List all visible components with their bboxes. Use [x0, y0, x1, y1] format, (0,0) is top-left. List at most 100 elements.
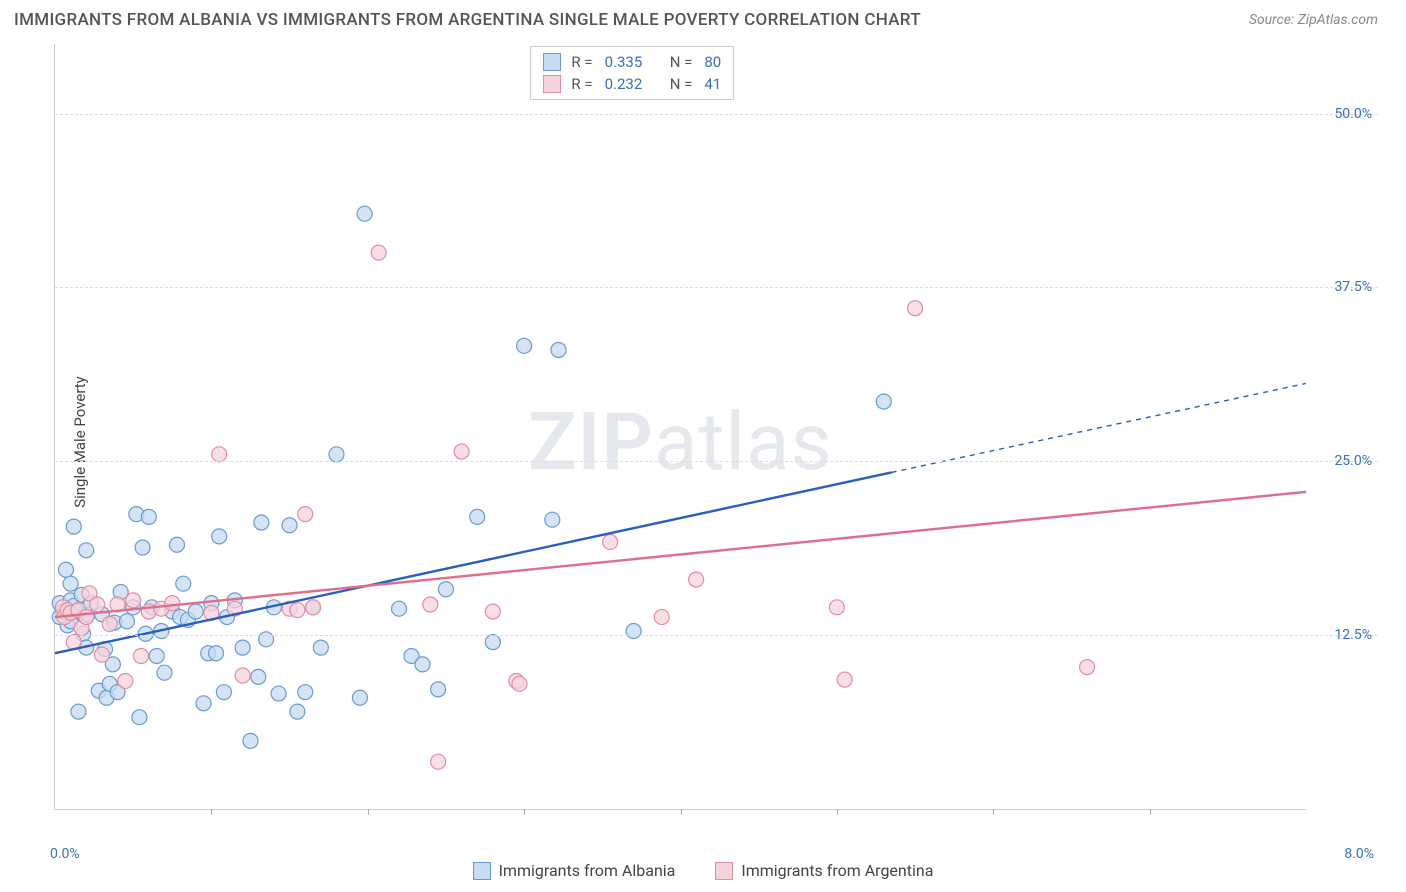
scatter-point — [251, 669, 266, 684]
scatter-point — [157, 665, 172, 680]
scatter-point — [176, 576, 191, 591]
scatter-point — [654, 610, 669, 625]
scatter-point — [135, 540, 150, 555]
regression-line — [55, 492, 1306, 617]
scatter-point — [259, 632, 274, 647]
scatter-point — [689, 572, 704, 587]
scatter-point — [216, 685, 231, 700]
scatter-point — [188, 604, 203, 619]
scatter-point — [431, 754, 446, 769]
plot-area: ZIPatlas R = 0.335 N = 80 R = 0.232 N = — [54, 44, 1306, 810]
scatter-point — [63, 576, 78, 591]
scatter-point — [352, 690, 367, 705]
scatter-point — [517, 338, 532, 353]
x-max-label: 8.0% — [1344, 846, 1374, 862]
scatter-point — [132, 710, 147, 725]
ytick-label: 50.0% — [1334, 106, 1372, 122]
scatter-point — [282, 518, 297, 533]
scatter-point — [209, 646, 224, 661]
scatter-point — [79, 610, 94, 625]
scatter-point — [371, 245, 386, 260]
scatter-point — [165, 596, 180, 611]
scatter-point — [908, 301, 923, 316]
gridline-h — [55, 287, 1378, 288]
scatter-point — [235, 668, 250, 683]
scatter-point — [134, 649, 149, 664]
scatter-point — [298, 685, 313, 700]
scatter-point — [512, 676, 527, 691]
scatter-point — [254, 515, 269, 530]
xtick-mark — [993, 809, 994, 815]
gridline-h — [55, 635, 1378, 636]
scatter-point — [94, 647, 109, 662]
ytick-label: 12.5% — [1334, 627, 1372, 643]
scatter-point — [423, 597, 438, 612]
scatter-point — [392, 601, 407, 616]
scatter-point — [126, 593, 141, 608]
gridline-h — [55, 114, 1378, 115]
scatter-point — [290, 704, 305, 719]
xtick-mark — [368, 809, 369, 815]
scatter-point — [58, 562, 73, 577]
ytick-label: 37.5% — [1334, 279, 1372, 295]
xtick-mark — [211, 809, 212, 815]
x-min-label: 0.0% — [50, 846, 80, 862]
scatter-point — [431, 682, 446, 697]
scatter-point — [313, 640, 328, 655]
scatter-point — [119, 614, 134, 629]
swatch-series-2-icon — [715, 862, 733, 880]
scatter-point — [196, 696, 211, 711]
scatter-point — [79, 543, 94, 558]
scatter-point — [149, 649, 164, 664]
chart-title: IMMIGRANTS FROM ALBANIA VS IMMIGRANTS FR… — [14, 10, 921, 30]
plot-svg — [55, 44, 1306, 809]
scatter-point — [626, 623, 641, 638]
scatter-point — [169, 537, 184, 552]
scatter-point — [415, 657, 430, 672]
legend-label-1: Immigrants from Albania — [499, 861, 676, 880]
scatter-point — [212, 529, 227, 544]
scatter-point — [454, 444, 469, 459]
scatter-point — [306, 600, 321, 615]
scatter-point — [551, 343, 566, 358]
scatter-point — [235, 640, 250, 655]
ytick-label: 25.0% — [1334, 453, 1372, 469]
regression-line — [55, 472, 892, 653]
xtick-mark — [837, 809, 838, 815]
xtick-mark — [1150, 809, 1151, 815]
swatch-series-1-icon — [473, 862, 491, 880]
scatter-point — [438, 582, 453, 597]
scatter-point — [243, 733, 258, 748]
xtick-mark — [524, 809, 525, 815]
scatter-point — [329, 447, 344, 462]
scatter-point — [876, 394, 891, 409]
scatter-point — [1080, 660, 1095, 675]
legend-series: Immigrants from Albania Immigrants from … — [0, 861, 1406, 880]
scatter-point — [603, 534, 618, 549]
scatter-point — [485, 604, 500, 619]
scatter-point — [66, 519, 81, 534]
legend-item-1: Immigrants from Albania — [473, 861, 676, 880]
legend-label-2: Immigrants from Argentina — [741, 861, 933, 880]
scatter-point — [290, 603, 305, 618]
scatter-point — [829, 600, 844, 615]
scatter-point — [357, 206, 372, 221]
xtick-mark — [681, 809, 682, 815]
scatter-point — [71, 704, 86, 719]
scatter-point — [212, 447, 227, 462]
scatter-point — [470, 509, 485, 524]
chart-area: Single Male Poverty ZIPatlas R = 0.335 N… — [54, 44, 1378, 840]
regression-line-extrapolated — [892, 383, 1306, 472]
scatter-point — [90, 597, 105, 612]
scatter-point — [118, 674, 133, 689]
scatter-point — [545, 512, 560, 527]
scatter-point — [485, 635, 500, 650]
scatter-point — [271, 686, 286, 701]
source-attribution: Source: ZipAtlas.com — [1249, 12, 1378, 28]
scatter-point — [298, 507, 313, 522]
scatter-point — [102, 617, 117, 632]
gridline-h — [55, 461, 1378, 462]
scatter-point — [141, 509, 156, 524]
scatter-point — [837, 672, 852, 687]
legend-item-2: Immigrants from Argentina — [715, 861, 933, 880]
